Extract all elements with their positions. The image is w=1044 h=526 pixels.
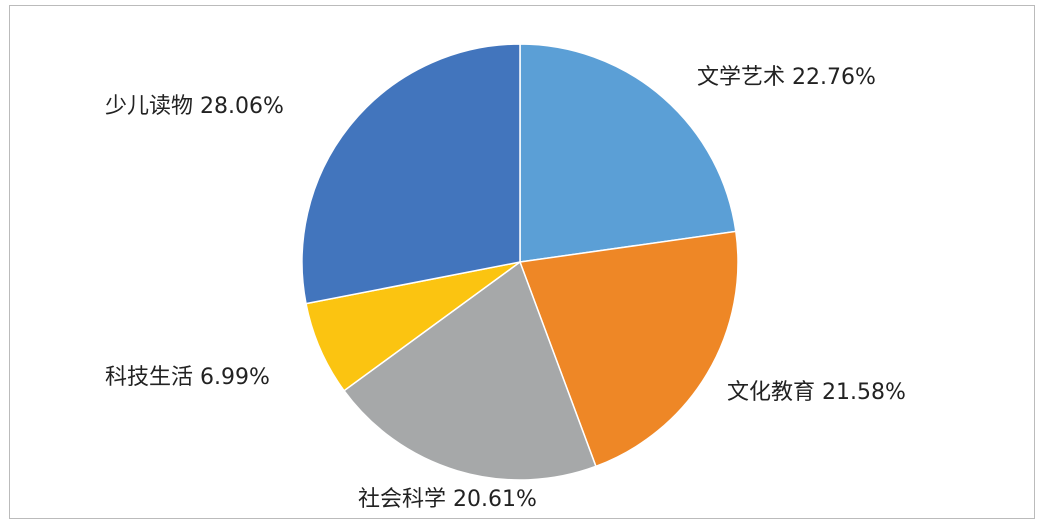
pie-slice <box>301 43 521 305</box>
value-label: 22.76% <box>792 65 876 90</box>
pie-slice <box>342 260 597 481</box>
slice-label: 文化教育 21.58% <box>727 380 906 405</box>
value-label: 6.99% <box>200 365 270 390</box>
slice-label: 文学艺术 22.76% <box>697 65 876 90</box>
category-label: 少儿读物 <box>105 94 193 119</box>
category-label: 社会科学 <box>358 487 446 512</box>
slice-label: 少儿读物 28.06% <box>105 94 284 119</box>
value-label: 21.58% <box>822 380 906 405</box>
category-label: 科技生活 <box>105 365 193 390</box>
slice-label: 科技生活 6.99% <box>105 365 270 390</box>
category-label: 文化教育 <box>727 380 815 405</box>
slice-label: 社会科学 20.61% <box>358 487 537 512</box>
value-label: 28.06% <box>200 94 284 119</box>
value-label: 20.61% <box>453 487 537 512</box>
pie-slice <box>519 43 737 263</box>
category-label: 文学艺术 <box>697 65 785 90</box>
